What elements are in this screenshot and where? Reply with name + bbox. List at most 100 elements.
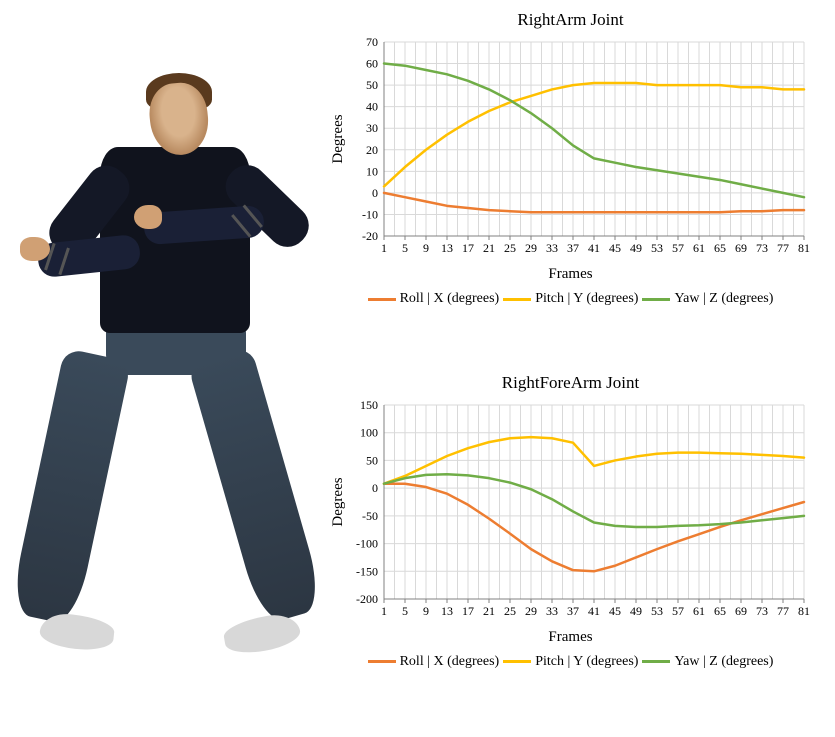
svg-text:-10: -10 [362,207,378,221]
svg-text:50: 50 [366,78,378,92]
svg-text:45: 45 [609,604,621,618]
legend2-label-roll: Roll | X (degrees) [400,654,500,670]
svg-text:57: 57 [672,241,684,255]
legend2-item-pitch: Pitch | Y (degrees) [503,654,638,670]
chart2-xlabel: Frames [548,629,592,646]
legend-swatch-roll [368,298,396,301]
svg-text:81: 81 [798,604,810,618]
svg-text:37: 37 [567,241,579,255]
svg-text:65: 65 [714,241,726,255]
figure-left-leg [187,345,325,625]
svg-text:77: 77 [777,241,789,255]
svg-text:37: 37 [567,604,579,618]
svg-text:45: 45 [609,241,621,255]
svg-text:40: 40 [366,100,378,114]
legend-item-roll: Roll | X (degrees) [368,291,500,307]
chart1-title: RightArm Joint [517,10,623,30]
svg-text:73: 73 [756,241,768,255]
svg-text:60: 60 [366,57,378,71]
svg-text:25: 25 [504,604,516,618]
svg-text:41: 41 [588,604,600,618]
svg-text:20: 20 [366,143,378,157]
svg-text:13: 13 [441,604,453,618]
svg-text:-20: -20 [362,229,378,243]
svg-text:1: 1 [381,604,387,618]
chart1-plot: -20 -10 0 10 20 30 40 50 60 70 1 5 9 13 17 21 25 29 33 37 41… [326,34,816,264]
svg-text:69: 69 [735,604,747,618]
svg-text:13: 13 [441,241,453,255]
legend-label-roll: Roll | X (degrees) [400,291,500,307]
svg-text:65: 65 [714,604,726,618]
svg-text:29: 29 [525,241,537,255]
chart2-svg: -200-150-100-500501001501591317212529333… [326,397,816,627]
legend2-swatch-yaw [642,660,670,663]
chart2-title: RightForeArm Joint [502,373,639,393]
charts-column: RightArm Joint -20-100102030405060701591… [320,0,835,737]
svg-text:33: 33 [546,604,558,618]
svg-text:150: 150 [360,398,378,412]
svg-text:57: 57 [672,604,684,618]
figure-right-hand [20,237,50,261]
legend-label-yaw: Yaw | Z (degrees) [674,291,773,307]
svg-text:41: 41 [588,241,600,255]
svg-text:100: 100 [360,425,378,439]
svg-text:5: 5 [402,604,408,618]
svg-text:53: 53 [651,604,663,618]
svg-text:53: 53 [651,241,663,255]
legend2-item-roll: Roll | X (degrees) [368,654,500,670]
svg-text:-150: -150 [356,564,378,578]
figure-left-hand [134,205,162,229]
legend2-label-yaw: Yaw | Z (degrees) [674,654,773,670]
legend2-swatch-pitch [503,660,531,663]
svg-text:17: 17 [462,241,474,255]
legend2-label-pitch: Pitch | Y (degrees) [535,654,638,670]
figure-right-shoe [38,611,115,653]
page-layout: RightArm Joint -20-100102030405060701591… [0,0,835,737]
svg-text:Degrees: Degrees [330,477,346,526]
figure-right-leg [9,347,132,625]
svg-text:50: 50 [366,453,378,467]
legend-item-yaw: Yaw | Z (degrees) [642,291,773,307]
character-figure [20,59,300,679]
svg-text:25: 25 [504,241,516,255]
svg-text:17: 17 [462,604,474,618]
svg-text:21: 21 [483,241,495,255]
svg-text:70: 70 [366,35,378,49]
svg-text:1: 1 [381,241,387,255]
svg-text:30: 30 [366,121,378,135]
svg-text:9: 9 [423,604,429,618]
svg-text:10: 10 [366,164,378,178]
svg-text:-50: -50 [362,508,378,522]
chart2-legend: Roll | X (degrees) Pitch | Y (degrees) Y… [368,654,774,670]
svg-text:33: 33 [546,241,558,255]
legend-item-pitch: Pitch | Y (degrees) [503,291,638,307]
legend-label-pitch: Pitch | Y (degrees) [535,291,638,307]
svg-text:9: 9 [423,241,429,255]
svg-text:Degrees: Degrees [330,114,346,163]
svg-text:0: 0 [372,481,378,495]
legend2-item-yaw: Yaw | Z (degrees) [642,654,773,670]
legend-swatch-yaw [642,298,670,301]
chart1-legend: Roll | X (degrees) Pitch | Y (degrees) Y… [368,291,774,307]
chart2-plot: -200-150-100-500501001501591317212529333… [326,397,816,627]
svg-text:61: 61 [693,241,705,255]
svg-text:49: 49 [630,241,642,255]
svg-text:81: 81 [798,241,810,255]
chart-rightarm: RightArm Joint -20-100102030405060701591… [320,6,821,369]
svg-text:49: 49 [630,604,642,618]
svg-text:-100: -100 [356,536,378,550]
legend2-swatch-roll [368,660,396,663]
svg-text:-200: -200 [356,592,378,606]
svg-text:0: 0 [372,186,378,200]
chart-rightforearm: RightForeArm Joint -200 -150 -100 -50 0 50 100… [320,369,821,732]
svg-text:73: 73 [756,604,768,618]
svg-text:69: 69 [735,241,747,255]
figure-column [0,0,320,737]
svg-text:77: 77 [777,604,789,618]
chart1-xlabel: Frames [548,266,592,283]
svg-text:5: 5 [402,241,408,255]
svg-text:29: 29 [525,604,537,618]
legend-swatch-pitch [503,298,531,301]
svg-text:61: 61 [693,604,705,618]
chart1-svg: -20 -10 0 10 20 30 40 50 60 70 1 5 9 13 17 21 25 29 33 37 41… [326,34,816,264]
